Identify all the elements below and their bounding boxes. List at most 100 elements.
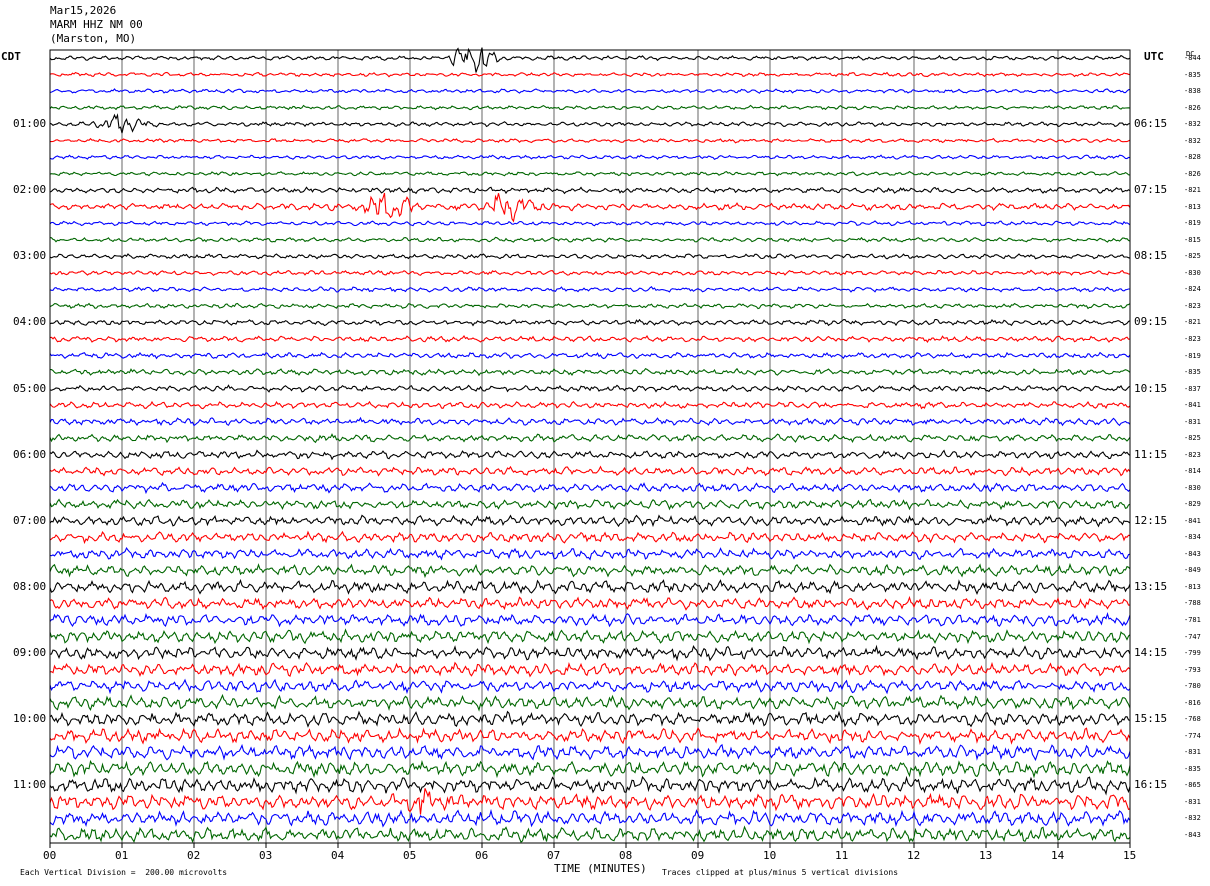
local-timezone-label: CDT xyxy=(1,50,21,63)
x-tick-label: 08 xyxy=(619,849,633,862)
trace-line xyxy=(49,808,1131,828)
x-tick-label: 04 xyxy=(331,849,345,862)
dc-offset-label: -825 xyxy=(1184,434,1201,443)
trace-line xyxy=(49,186,1131,195)
dc-offset-label: -835 xyxy=(1184,764,1201,773)
right-hour-label: 13:15 xyxy=(1134,579,1168,593)
trace-line xyxy=(49,547,1131,561)
left-hour-label: 03:00 xyxy=(13,249,47,263)
trace-line xyxy=(49,104,1131,111)
x-tick-label: 01 xyxy=(115,849,129,862)
trace-line xyxy=(49,384,1131,393)
right-hour-label: 08:15 xyxy=(1134,249,1168,263)
dc-offset-label: -747 xyxy=(1184,632,1201,641)
dc-offset-label: -832 xyxy=(1184,136,1201,145)
dc-offset-label: -841 xyxy=(1184,516,1201,525)
dc-offset-label: -821 xyxy=(1184,186,1201,195)
right-hour-label: 10:15 xyxy=(1134,381,1168,395)
trace-line xyxy=(49,318,1131,327)
dc-offset-label: -828 xyxy=(1184,153,1201,162)
dc-offset-label: -830 xyxy=(1184,483,1201,492)
trace-line xyxy=(49,220,1131,227)
dc-offset-label: -832 xyxy=(1184,120,1201,129)
trace-line xyxy=(49,465,1131,477)
dc-offset-label: -774 xyxy=(1184,731,1201,740)
dc-offset-label: -768 xyxy=(1184,715,1201,724)
dc-offset-label: -780 xyxy=(1184,682,1201,691)
x-tick-label: 11 xyxy=(835,849,849,862)
trace-line xyxy=(49,47,1131,73)
left-hour-label: 06:00 xyxy=(13,447,47,461)
dc-offset-label: -793 xyxy=(1184,665,1201,674)
left-hour-label: 07:00 xyxy=(13,513,47,527)
dc-label: DC xyxy=(1186,50,1195,58)
trace-line xyxy=(49,825,1131,844)
x-tick-label: 12 xyxy=(907,849,921,862)
trace-line xyxy=(49,351,1131,360)
utc-timezone-label: UTC xyxy=(1144,50,1164,63)
dc-offset-label: -830 xyxy=(1184,268,1201,277)
dc-offset-label: -837 xyxy=(1184,384,1201,393)
dc-offset-label: -831 xyxy=(1184,797,1201,806)
trace-line xyxy=(49,192,1131,223)
right-hour-label: 14:15 xyxy=(1134,646,1168,660)
dc-offset-label: -824 xyxy=(1184,285,1201,294)
trace-line xyxy=(49,644,1131,662)
dc-offset-label: -788 xyxy=(1184,599,1201,608)
right-hour-label: 07:15 xyxy=(1134,183,1168,197)
trace-line xyxy=(49,759,1131,779)
trace-line xyxy=(49,693,1131,712)
dc-offset-label: -799 xyxy=(1184,649,1201,658)
dc-offset-label: -831 xyxy=(1184,417,1201,426)
plot-frame xyxy=(49,49,1131,844)
dc-offset-label: -829 xyxy=(1184,500,1201,509)
trace-line xyxy=(49,514,1131,528)
dc-offset-label: -781 xyxy=(1184,616,1201,625)
left-hour-label: 08:00 xyxy=(13,579,47,593)
trace-line xyxy=(49,71,1131,78)
clip-note: Traces clipped at plus/minus 5 vertical … xyxy=(662,868,899,877)
x-tick-label: 14 xyxy=(1051,849,1065,862)
x-tick-label: 02 xyxy=(187,849,201,862)
left-hour-label: 10:00 xyxy=(13,712,47,726)
dc-offset-label: -819 xyxy=(1184,219,1201,228)
dc-offset-label: -816 xyxy=(1184,698,1201,707)
trace-line xyxy=(49,775,1131,796)
dc-offset-label: -832 xyxy=(1184,814,1201,823)
x-tick-label: 13 xyxy=(979,849,993,862)
trace-line xyxy=(49,286,1130,293)
dc-offset-label: -834 xyxy=(1184,533,1201,542)
left-hour-label: 09:00 xyxy=(13,646,47,660)
minute-gridlines xyxy=(121,50,1059,843)
trace-line xyxy=(49,113,1131,134)
trace-line xyxy=(49,154,1131,160)
dc-offset-label: -843 xyxy=(1184,830,1201,839)
x-tick-label: 10 xyxy=(763,849,777,862)
trace-line xyxy=(49,236,1131,243)
trace-line xyxy=(49,677,1131,695)
x-tick-label: 03 xyxy=(259,849,273,862)
dc-offset-label: -831 xyxy=(1184,748,1201,757)
x-axis-ticks xyxy=(49,843,1131,848)
x-tick-label: 09 xyxy=(691,849,705,862)
right-hour-label: 11:15 xyxy=(1134,447,1168,461)
trace-line xyxy=(49,743,1131,762)
dc-offset-label: -865 xyxy=(1184,781,1201,790)
dc-offset-label: -813 xyxy=(1184,582,1201,591)
dc-offset-label: -826 xyxy=(1184,103,1201,112)
left-hour-label: 04:00 xyxy=(13,315,47,329)
trace-line xyxy=(49,628,1131,645)
x-tick-label: 05 xyxy=(403,849,417,862)
station-label: MARM HHZ NM 00 xyxy=(50,18,143,31)
right-hour-label: 06:15 xyxy=(1134,117,1168,131)
right-hour-label: 12:15 xyxy=(1134,513,1168,527)
dc-offset-label: -835 xyxy=(1184,70,1201,79)
left-hour-label: 01:00 xyxy=(13,117,47,131)
dc-offset-label: -814 xyxy=(1184,467,1201,476)
x-tick-label: 07 xyxy=(547,849,561,862)
location-label: (Marston, MO) xyxy=(50,32,137,45)
seismic-traces xyxy=(49,47,1131,844)
right-hour-label: 09:15 xyxy=(1134,315,1168,329)
trace-line xyxy=(49,578,1131,596)
x-axis-title: TIME (MINUTES) xyxy=(554,862,647,875)
